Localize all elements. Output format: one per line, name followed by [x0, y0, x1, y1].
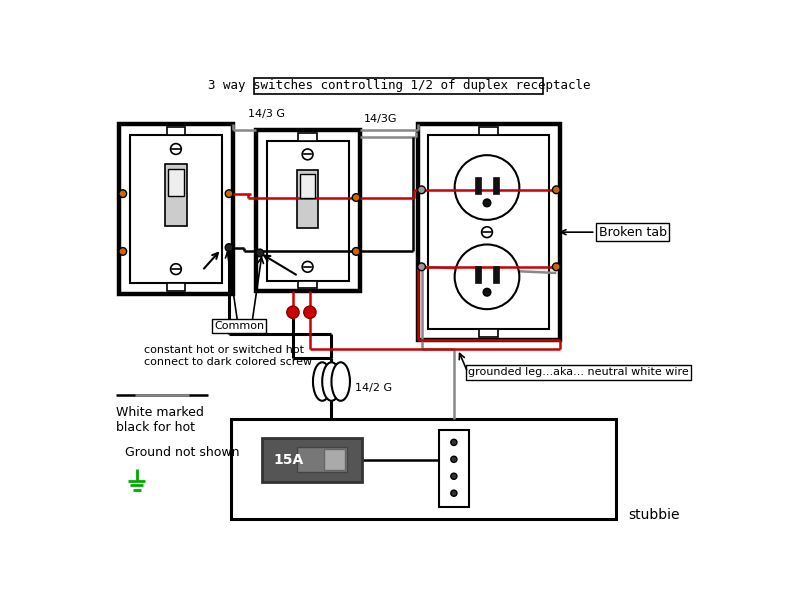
Bar: [298, 281, 317, 289]
Circle shape: [256, 249, 264, 257]
Bar: [166, 283, 185, 290]
Text: 14/3G: 14/3G: [364, 114, 398, 124]
Bar: [479, 127, 498, 135]
Bar: [165, 164, 186, 226]
Bar: [119, 124, 233, 294]
Ellipse shape: [313, 362, 331, 401]
Text: Common: Common: [214, 321, 264, 331]
Bar: [493, 266, 498, 283]
Circle shape: [226, 190, 233, 197]
Bar: [262, 438, 362, 482]
Bar: [256, 130, 360, 292]
Bar: [439, 430, 469, 507]
Bar: [298, 133, 317, 140]
Text: White marked
black for hot: White marked black for hot: [116, 406, 204, 434]
Text: stubbie: stubbie: [628, 508, 679, 523]
Text: Broken tab: Broken tab: [561, 226, 666, 239]
Bar: [493, 177, 498, 194]
Text: constant hot or switched hot
connect to dark colored screw: constant hot or switched hot connect to …: [144, 346, 313, 367]
Text: 14/3 G: 14/3 G: [247, 109, 285, 119]
Bar: [254, 78, 543, 94]
Circle shape: [451, 456, 457, 463]
Circle shape: [302, 149, 313, 160]
Bar: [168, 169, 184, 196]
Bar: [231, 419, 616, 518]
Ellipse shape: [331, 362, 350, 401]
Circle shape: [304, 306, 316, 319]
Circle shape: [352, 248, 360, 255]
Text: grounded leg...aka... neutral white wire: grounded leg...aka... neutral white wire: [468, 367, 689, 377]
Bar: [475, 177, 481, 194]
Bar: [297, 447, 347, 472]
Bar: [266, 140, 349, 281]
Circle shape: [483, 289, 491, 296]
Circle shape: [352, 194, 360, 202]
Circle shape: [170, 143, 182, 154]
Circle shape: [482, 227, 492, 238]
Bar: [130, 135, 222, 283]
Bar: [300, 175, 315, 197]
Text: 3 way switches controlling 1/2 of duplex receptacle: 3 way switches controlling 1/2 of duplex…: [207, 79, 590, 92]
Circle shape: [302, 262, 313, 272]
Circle shape: [451, 439, 457, 445]
Circle shape: [553, 186, 560, 194]
Bar: [418, 124, 560, 340]
Circle shape: [287, 306, 299, 319]
Circle shape: [418, 186, 426, 194]
Circle shape: [170, 264, 182, 275]
Circle shape: [226, 244, 233, 251]
Bar: [324, 449, 346, 470]
Text: Ground not shown: Ground not shown: [125, 446, 240, 460]
Text: 15A: 15A: [273, 453, 303, 467]
Circle shape: [451, 473, 457, 479]
Circle shape: [119, 190, 126, 197]
Bar: [429, 135, 550, 329]
Bar: [297, 170, 318, 227]
Circle shape: [454, 244, 519, 309]
Circle shape: [418, 263, 426, 271]
Text: 14/2 G: 14/2 G: [354, 383, 392, 392]
Circle shape: [451, 490, 457, 496]
Circle shape: [483, 199, 491, 207]
Circle shape: [454, 155, 519, 220]
Circle shape: [119, 248, 126, 255]
Bar: [479, 329, 498, 337]
Ellipse shape: [322, 362, 341, 401]
Bar: [166, 127, 185, 135]
Bar: [475, 266, 481, 283]
Circle shape: [553, 263, 560, 271]
